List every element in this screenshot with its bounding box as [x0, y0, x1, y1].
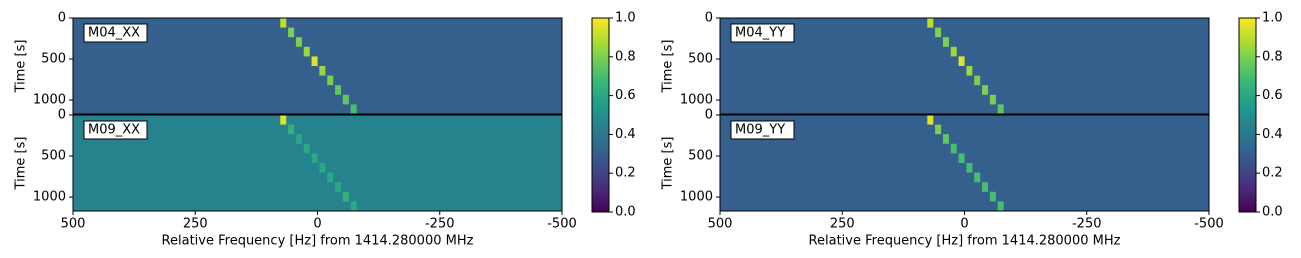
y-tick-label: 0 [58, 11, 66, 26]
heatmap-cell [327, 75, 334, 86]
colorbar [1238, 17, 1257, 213]
heatmap-cell [303, 143, 310, 154]
heatmap-cell [927, 18, 934, 28]
heatmap-cell [974, 172, 981, 183]
heatmap-cell [958, 56, 965, 66]
panel-label: M04_YY [735, 26, 785, 41]
y-tick-label: 1000 [33, 93, 66, 108]
y-tick-label: 0 [705, 11, 713, 26]
heatmap-cell [335, 182, 342, 192]
colorbar-tick-label: 0.0 [1262, 205, 1283, 220]
colorbar-tick-label: 1.0 [615, 11, 636, 26]
heatmap-cell [942, 37, 949, 47]
colorbar-tick-label: 0.8 [1262, 49, 1283, 64]
y-tick-label: 0 [58, 108, 66, 123]
colorbar-tick-label: 0.0 [615, 205, 636, 220]
x-tick-label: 500 [61, 217, 86, 232]
y-axis-label: Time [s] [661, 137, 676, 191]
y-tick-label: 500 [41, 52, 66, 67]
heatmap-cell [989, 94, 996, 105]
heatmap-cell [927, 115, 934, 125]
heatmap-cell [280, 115, 287, 125]
panel-label: M04_XX [88, 26, 140, 41]
colorbar-tick-label: 0.8 [615, 49, 636, 64]
x-tick-label: -500 [547, 217, 577, 232]
colorbar-tick-label: 0.6 [615, 88, 636, 103]
colorbar-tick-label: 0.4 [615, 127, 636, 142]
colorbar-tick-label: 1.0 [1262, 11, 1283, 26]
y-tick-label: 0 [705, 108, 713, 123]
panel-label-box [83, 120, 148, 140]
heatmap-cell [319, 66, 326, 76]
heatmap-cell [288, 27, 295, 38]
heatmap-cell [350, 104, 357, 114]
heatmap-cell [319, 163, 326, 173]
heatmap-cell [311, 56, 318, 66]
heatmap-cell [982, 85, 989, 95]
colorbar [591, 17, 610, 213]
heatmap-cell [982, 182, 989, 192]
colorbar-tick-label: 0.2 [1262, 166, 1283, 181]
heatmap-cell [997, 104, 1004, 114]
axes-frame [72, 17, 563, 115]
y-tick-label: 500 [688, 149, 713, 164]
heatmap-cell [342, 94, 349, 105]
x-tick-label: 0 [313, 217, 321, 232]
y-tick-label: 1000 [680, 93, 713, 108]
x-axis-label: Relative Frequency [Hz] from 1414.280000… [809, 234, 1121, 249]
panel-label: M09_YY [735, 123, 785, 138]
heatmap-cell [974, 75, 981, 86]
colorbar-tick-label: 0.2 [615, 166, 636, 181]
panel-label-box [730, 120, 795, 140]
heatmap-cell [958, 153, 965, 163]
y-axis-label: Time [s] [661, 40, 676, 94]
heatmap-cell [997, 201, 1004, 211]
heatmap-cell [989, 191, 996, 202]
x-tick-label: -250 [425, 217, 455, 232]
heatmap-cell [935, 124, 942, 135]
heatmap-cell [311, 153, 318, 163]
y-tick-label: 500 [688, 52, 713, 67]
colorbar-tick-label: 0.4 [1262, 127, 1283, 142]
heatmap-cell [288, 124, 295, 135]
colorbar-tick-label: 0.6 [1262, 88, 1283, 103]
heatmap-cell [350, 201, 357, 211]
y-axis-label: Time [s] [14, 40, 29, 94]
heatmap-cell [950, 143, 957, 154]
heatmap-cell [295, 37, 302, 47]
heatmap-cell [935, 27, 942, 38]
x-tick-label: 250 [183, 217, 208, 232]
heatmap-cell [295, 134, 302, 144]
heatmap-cell [335, 85, 342, 95]
heatmap-cell [942, 134, 949, 144]
x-tick-label: 500 [708, 217, 733, 232]
heatmap-cell [966, 163, 973, 173]
x-tick-label: 250 [830, 217, 855, 232]
x-tick-label: -250 [1072, 217, 1102, 232]
heatmap-cell [966, 66, 973, 76]
y-tick-label: 1000 [680, 190, 713, 205]
panel-label: M09_XX [88, 123, 140, 138]
heatmap-cell [280, 18, 287, 28]
heatmap-cell [303, 46, 310, 57]
heatmap-cell [327, 172, 334, 183]
axes-frame [719, 17, 1210, 115]
panel-label-box [83, 23, 148, 43]
x-axis-label: Relative Frequency [Hz] from 1414.280000… [162, 234, 474, 249]
y-tick-label: 1000 [33, 190, 66, 205]
y-tick-label: 500 [41, 149, 66, 164]
x-tick-label: 0 [960, 217, 968, 232]
heatmap-cell [950, 46, 957, 57]
y-axis-label: Time [s] [14, 137, 29, 191]
heatmap-cell [342, 191, 349, 202]
x-tick-label: -500 [1194, 217, 1224, 232]
panel-label-box [730, 23, 795, 43]
